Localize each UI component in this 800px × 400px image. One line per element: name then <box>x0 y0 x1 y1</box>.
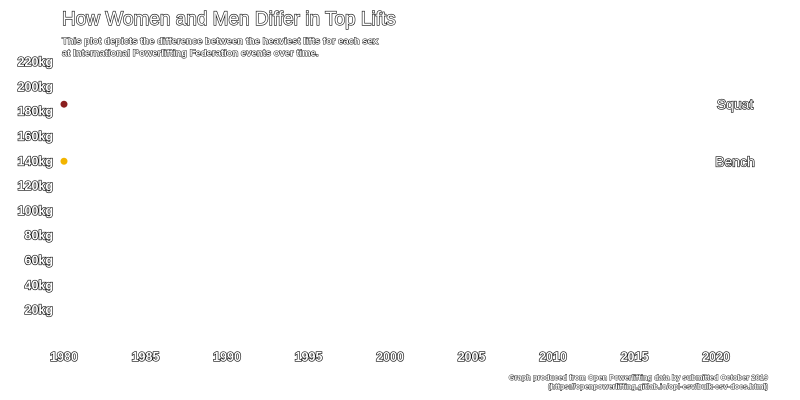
chart-caption-line-1: Graph produced from Open Powerlifting da… <box>509 373 768 382</box>
y-tick-label: 220kg <box>18 55 53 69</box>
data-points <box>60 100 68 165</box>
chart-subtitle-line-2: at International Powerlifting Federation… <box>62 48 319 59</box>
series-label-squat: Squat <box>717 96 754 112</box>
x-tick-label: 1985 <box>132 350 160 364</box>
x-tick-label: 2010 <box>539 350 567 364</box>
y-tick-label: 40kg <box>25 278 54 292</box>
x-axis: 1980 1985 1990 1995 2000 2005 2010 2015 2020 <box>49 349 730 364</box>
data-point-bench <box>60 157 68 165</box>
y-tick-label: 120kg <box>18 179 53 193</box>
x-tick-label: 2020 <box>702 350 730 364</box>
series-label-bench: Bench <box>715 153 755 169</box>
x-tick-label: 2000 <box>376 350 404 364</box>
x-tick-label: 1980 <box>50 350 78 364</box>
y-tick-label: 140kg <box>18 154 53 168</box>
y-tick-label: 160kg <box>18 129 53 143</box>
x-tick-label: 1995 <box>295 350 323 364</box>
chart-subtitle-line-1: This plot depicts the difference between… <box>62 36 379 47</box>
chart-title: How Women and Men Differ in Top Lifts <box>62 9 396 30</box>
x-tick-label: 1990 <box>213 350 241 364</box>
x-tick-label: 2015 <box>621 350 649 364</box>
y-tick-label: 100kg <box>18 204 53 218</box>
y-tick-label: 180kg <box>18 105 53 119</box>
y-tick-label: 80kg <box>25 229 54 243</box>
y-axis: 20kg 40kg 60kg 80kg 100kg 120kg 140kg 160kg 180k… <box>17 54 54 317</box>
y-tick-label: 60kg <box>25 254 54 268</box>
data-point-squat <box>60 100 68 108</box>
y-tick-label: 20kg <box>25 303 54 317</box>
chart-caption-line-2: (https://openpowerlifting.gitlab.io/opl-… <box>548 382 769 391</box>
y-tick-label: 200kg <box>18 80 53 94</box>
series-labels: Squat Bench <box>714 96 755 170</box>
x-tick-label: 2005 <box>458 350 486 364</box>
